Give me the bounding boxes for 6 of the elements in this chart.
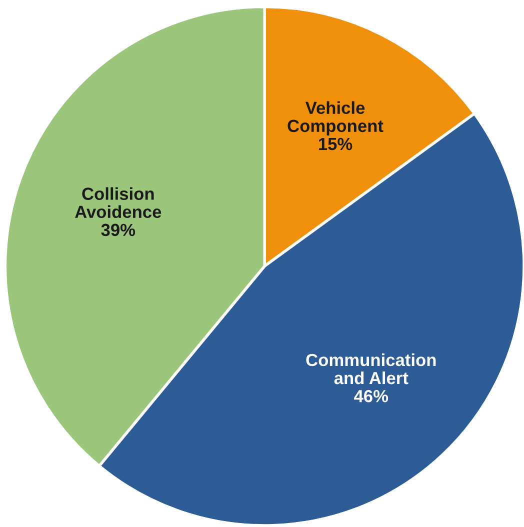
data-label: 46%: [354, 390, 388, 402]
slice-label: Communication and Alert: [306, 353, 436, 384]
data-label: 39%: [101, 224, 136, 236]
data-label: 15%: [318, 138, 352, 150]
slice-label: Collision Avoidence: [75, 187, 162, 218]
slice-label: Vehicle Component: [288, 101, 384, 136]
